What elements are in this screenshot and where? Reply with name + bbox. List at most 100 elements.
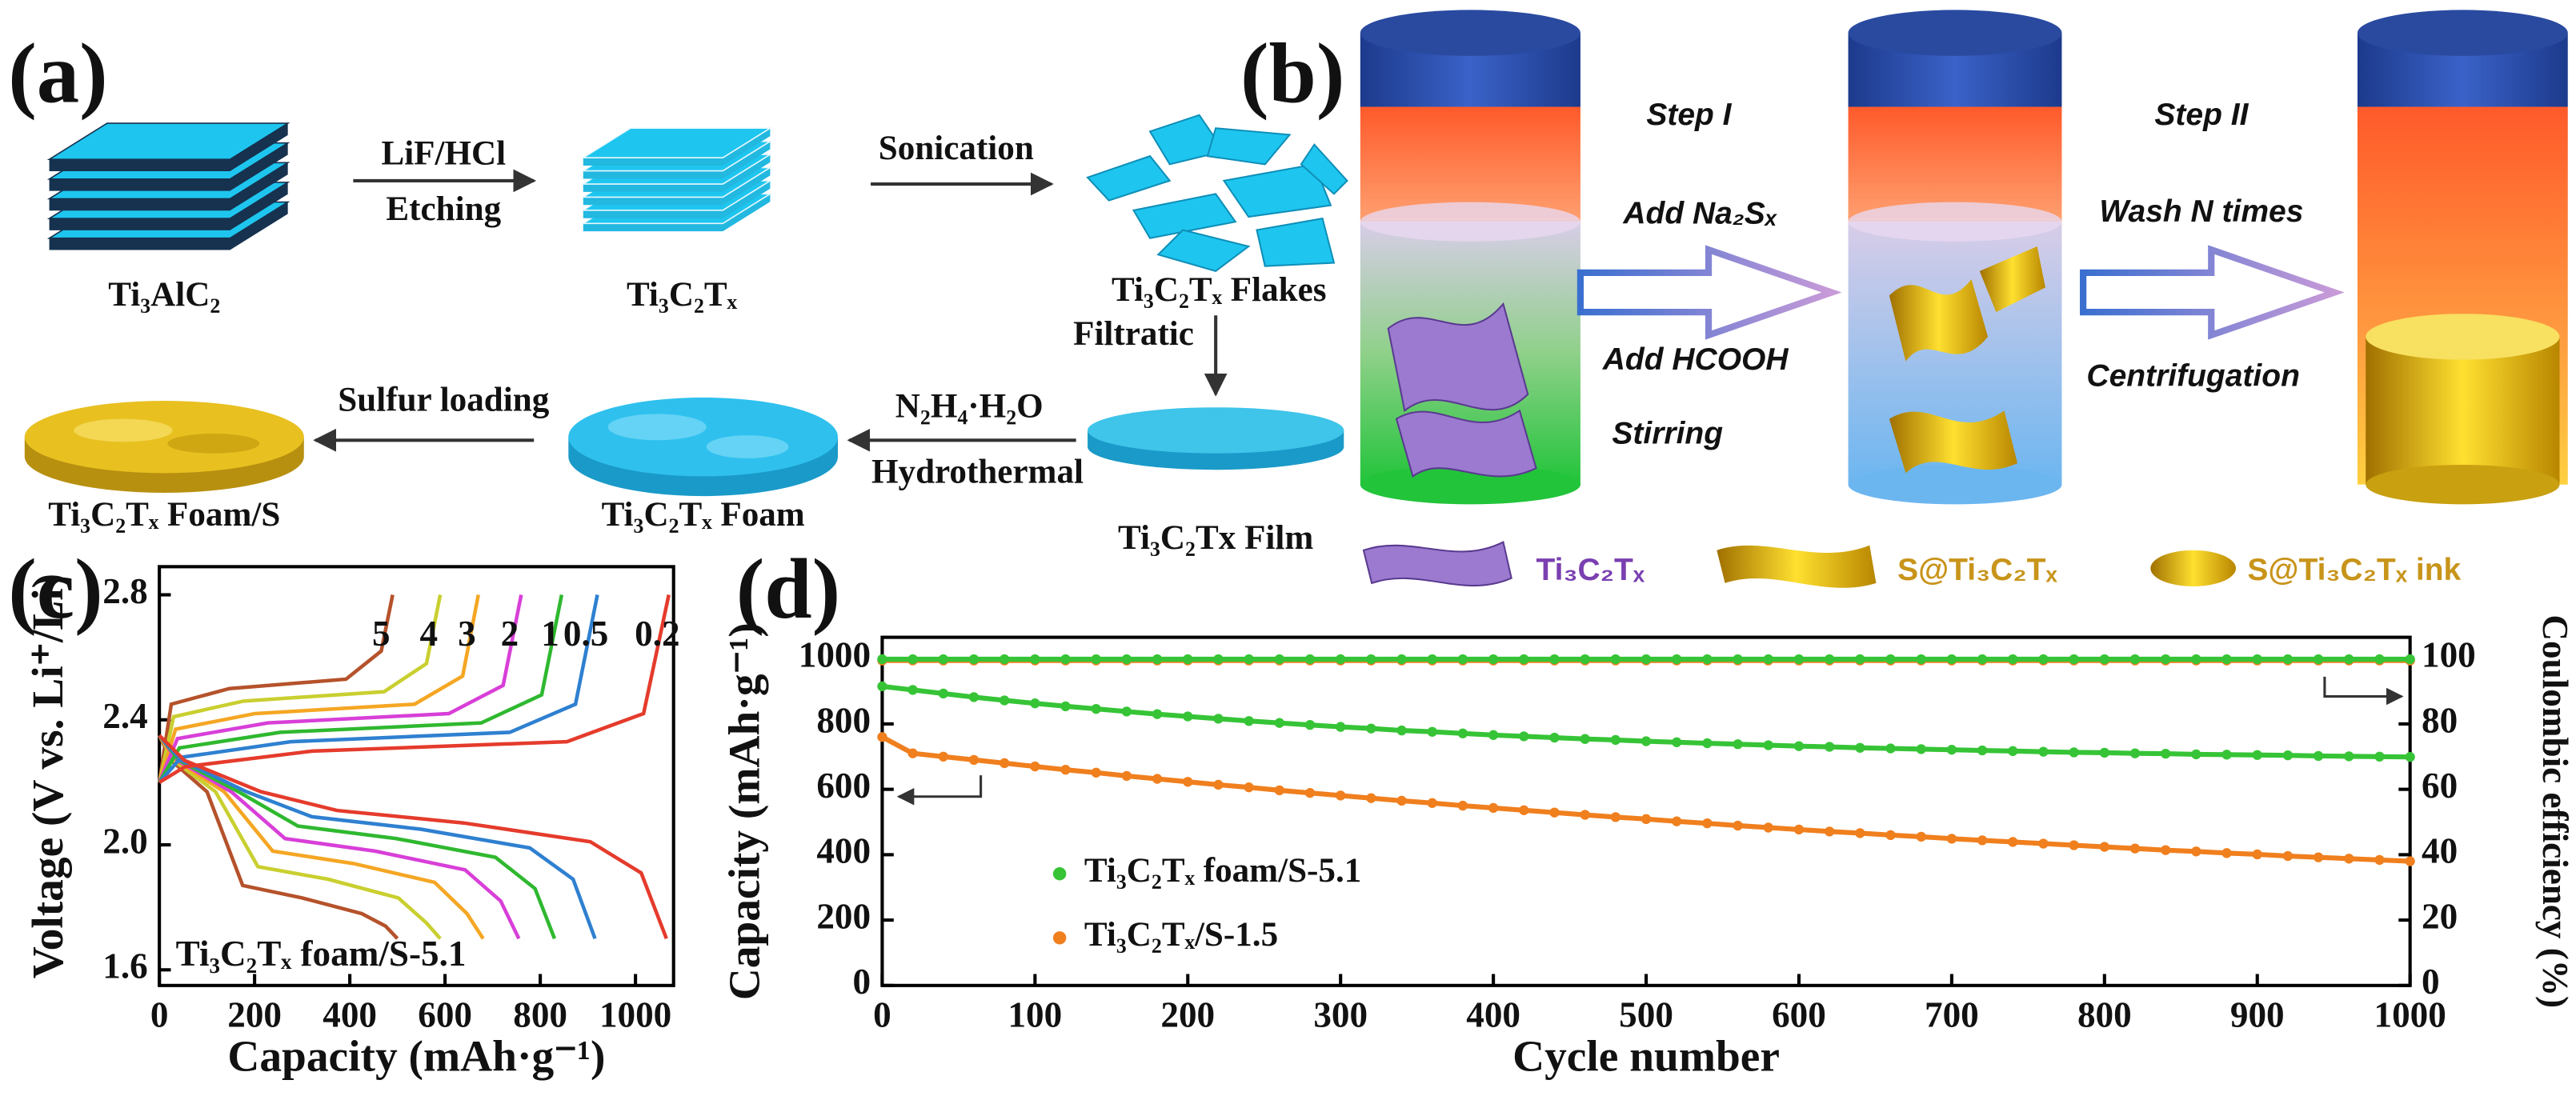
- point: [2161, 845, 2171, 855]
- point: [1152, 709, 1163, 719]
- point: [1121, 770, 1132, 782]
- foam-s: [24, 400, 304, 493]
- point: [2129, 654, 2141, 665]
- point: [1488, 802, 1499, 814]
- point: [1916, 831, 1926, 842]
- label: Ti₃C₂Tₓ Foam: [602, 496, 805, 534]
- point: [968, 754, 980, 766]
- point: [1519, 654, 1529, 665]
- point: [1244, 782, 1254, 793]
- y2-tick-label: 20: [2422, 896, 2458, 936]
- x-tick-label: 400: [1466, 994, 1520, 1034]
- x-tick-label: 400: [323, 994, 377, 1034]
- curve-label: 4: [420, 614, 439, 654]
- point: [1183, 711, 1193, 722]
- point: [2252, 654, 2262, 665]
- point: [1336, 722, 1346, 732]
- point: [1213, 654, 1224, 665]
- y-tick-label: 2.0: [102, 821, 147, 861]
- point: [2161, 654, 2171, 665]
- point: [1244, 654, 1254, 665]
- point: [1824, 654, 1835, 665]
- point: [1274, 654, 1284, 665]
- point: [2405, 856, 2415, 866]
- legend-label: Ti₃C₂Tₓ foam/S-5.1: [1084, 852, 1361, 890]
- point: [1977, 745, 1988, 756]
- point: [2099, 842, 2109, 852]
- point: [2405, 654, 2415, 665]
- point: [1396, 795, 1407, 806]
- curve-label: 2: [501, 614, 519, 654]
- process-arrow: [1576, 245, 1842, 340]
- point: [2191, 846, 2201, 857]
- y2-tick-label: 80: [2422, 700, 2458, 740]
- y-axis-label: Capacity (mAh·g⁻¹): [719, 622, 768, 1000]
- x-tick-label: 200: [227, 994, 282, 1034]
- label: Sonication: [879, 130, 1034, 167]
- point: [1519, 805, 1529, 815]
- x-tick-label: 600: [418, 994, 472, 1034]
- point: [938, 751, 948, 762]
- point: [2008, 746, 2018, 756]
- point: [1060, 654, 1071, 665]
- label: Centrifugation: [2086, 359, 2299, 394]
- point: [1946, 745, 1957, 755]
- point: [1396, 654, 1407, 665]
- panel-label: (a): [8, 26, 107, 121]
- point: [1336, 790, 1346, 801]
- layer-top: [580, 127, 773, 158]
- x-tick-label: 1000: [2374, 994, 2446, 1034]
- point: [1702, 738, 1713, 749]
- point: [1763, 740, 1773, 750]
- flakes: [1086, 114, 1348, 272]
- point: [1702, 818, 1713, 829]
- point: [1091, 654, 1101, 665]
- point: [2191, 749, 2201, 760]
- point: [1427, 654, 1437, 665]
- point: [938, 688, 948, 699]
- point: [968, 654, 980, 665]
- y-tick-label: 800: [816, 700, 871, 740]
- point: [2129, 748, 2141, 758]
- process-arrow: [2080, 245, 2345, 340]
- x-tick-label: 800: [2077, 994, 2132, 1034]
- x-tick-label: 200: [1160, 994, 1215, 1034]
- point: [1946, 654, 1957, 665]
- point: [1030, 761, 1040, 772]
- point: [1488, 730, 1499, 740]
- layer-side: [49, 123, 288, 171]
- point: [1977, 654, 1988, 665]
- point: [2221, 654, 2232, 665]
- point: [1183, 654, 1193, 665]
- point: [1641, 654, 1652, 665]
- curve: [157, 594, 443, 783]
- point: [1672, 816, 1682, 826]
- point: [1457, 654, 1468, 665]
- point: [2405, 752, 2415, 762]
- series-line: [882, 683, 2410, 760]
- point: [1855, 742, 1865, 753]
- point: [1183, 777, 1193, 787]
- point: [2099, 654, 2109, 665]
- point: [1213, 779, 1224, 790]
- x-tick-label: 500: [1619, 994, 1673, 1034]
- point: [2374, 654, 2385, 665]
- label: Ti₃C₂Tx Film: [1118, 519, 1313, 557]
- y-tick-label: 1.6: [102, 946, 147, 986]
- point: [1610, 654, 1621, 665]
- point: [907, 685, 918, 695]
- point: [1793, 824, 1805, 835]
- point: [1763, 654, 1773, 665]
- x-axis-label: Capacity (mAh·g⁻¹): [227, 1032, 605, 1081]
- point: [2282, 654, 2294, 665]
- point: [2191, 654, 2201, 665]
- point: [877, 681, 887, 692]
- point: [1641, 736, 1652, 746]
- point: [1824, 826, 1835, 837]
- point: [1000, 654, 1010, 665]
- point: [1091, 703, 1101, 714]
- point: [2252, 849, 2262, 860]
- point: [1060, 701, 1071, 712]
- point: [1946, 834, 1957, 844]
- point: [1580, 734, 1590, 744]
